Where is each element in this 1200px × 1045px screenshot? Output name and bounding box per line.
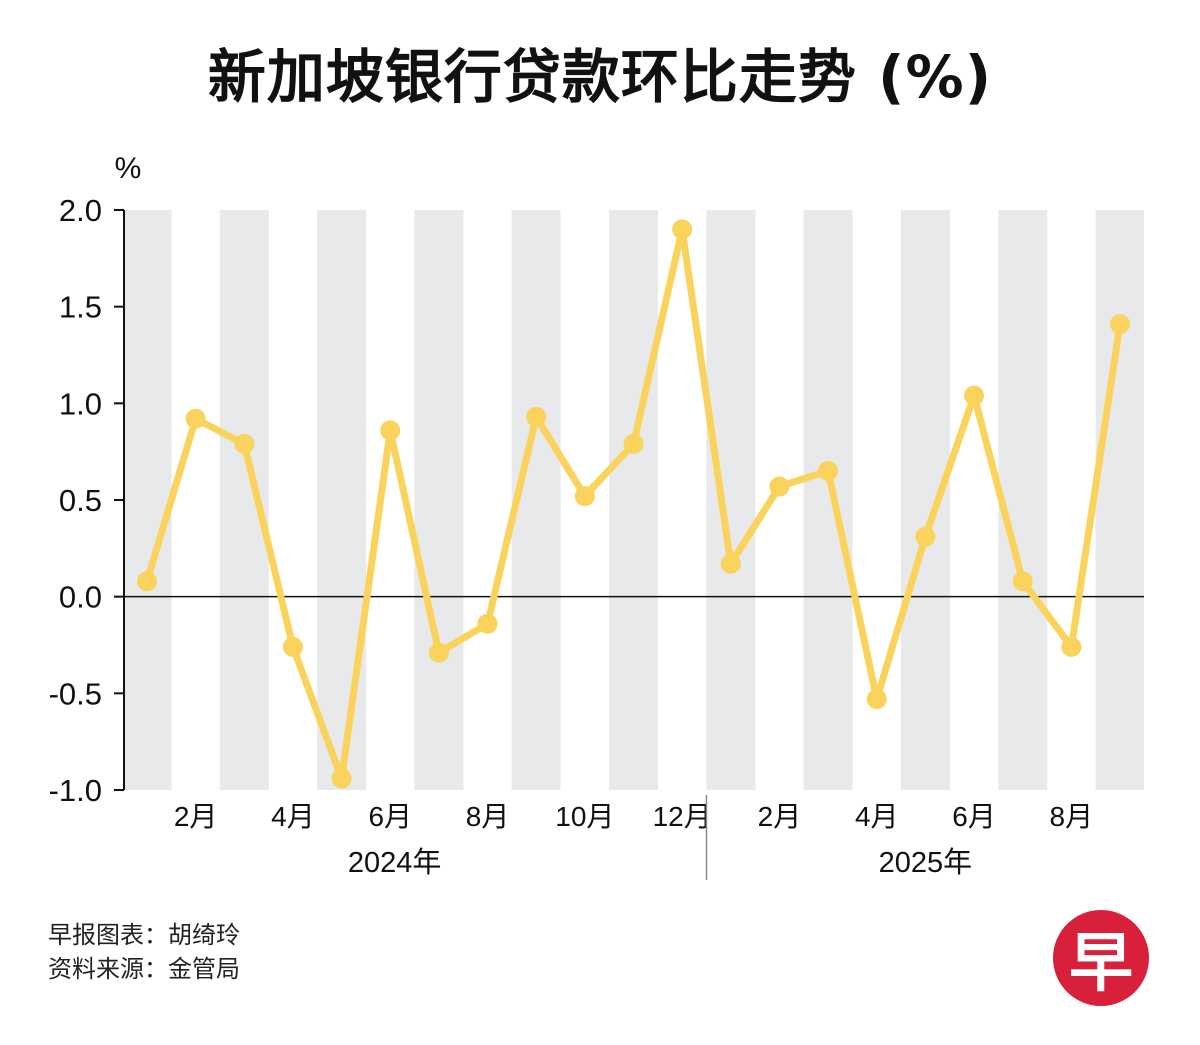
x-tick-label: 6月 — [368, 801, 412, 832]
month-band — [900, 210, 950, 790]
credits: 早报图表：胡绮玲 资料来源：金管局 — [48, 918, 240, 986]
data-point — [331, 768, 352, 789]
x-tick-label: 12月 — [653, 801, 712, 832]
month-bands — [124, 210, 1144, 790]
y-tick-label: 2.0 — [59, 193, 102, 228]
x-tick-label: 4月 — [271, 801, 315, 832]
data-point — [282, 636, 303, 657]
data-point — [477, 613, 498, 634]
y-axis-unit: % — [115, 152, 142, 185]
x-tick-label: 4月 — [855, 801, 899, 832]
line-chart: %2.01.51.00.50.0-0.5-1.0 2月 4月 6月 8月 10月 12月 2… — [49, 152, 1144, 880]
chart-title: 新加坡银行贷款环比走势 (%) — [207, 43, 993, 111]
year-label: 2025年 — [879, 846, 973, 879]
data-point — [428, 642, 449, 663]
data-point — [1110, 314, 1130, 335]
x-tick-label: 10月 — [555, 801, 614, 832]
data-point — [720, 553, 741, 574]
credit-chart-author: 早报图表：胡绮玲 — [48, 921, 240, 949]
series — [137, 219, 1130, 789]
data-point — [1061, 636, 1082, 657]
month-band — [1095, 210, 1144, 790]
data-point — [769, 476, 790, 497]
y-tick-label: -1.0 — [49, 773, 102, 808]
year-label: 2024年 — [348, 846, 442, 879]
month-band — [219, 210, 269, 790]
x-tick-label: 8月 — [466, 801, 510, 832]
data-point — [526, 406, 547, 427]
month-band — [803, 210, 853, 790]
month-band — [317, 210, 367, 790]
month-band — [414, 210, 464, 790]
y-tick-label: 1.5 — [59, 290, 102, 325]
data-point — [1012, 571, 1033, 592]
month-band — [124, 210, 172, 790]
data-point — [623, 433, 644, 454]
x-tick-label: 2月 — [758, 801, 802, 832]
zaobao-logo: 早 — [1053, 910, 1149, 1006]
data-point — [380, 420, 401, 441]
data-point — [866, 689, 887, 710]
data-point — [672, 219, 693, 240]
x-tick-label: 6月 — [952, 801, 996, 832]
credit-source: 资料来源：金管局 — [48, 955, 240, 983]
month-band — [998, 210, 1048, 790]
month-band — [609, 210, 658, 790]
data-point — [574, 486, 595, 507]
y-tick-label: 0.5 — [59, 483, 102, 518]
y-tick-label: 0.0 — [59, 580, 102, 615]
x-axis: 2月 4月 6月 8月 10月 12月 2月 4月 6月 8月 2024年 2025年 — [124, 595, 1144, 880]
data-point — [915, 526, 936, 547]
data-point — [185, 408, 206, 429]
data-point — [818, 461, 839, 481]
month-band — [706, 210, 756, 790]
y-tick-label: -0.5 — [49, 676, 102, 711]
data-point — [964, 385, 985, 406]
x-tick-label: 2月 — [174, 801, 218, 832]
data-point — [234, 433, 255, 454]
x-tick-label: 8月 — [1050, 801, 1094, 832]
y-axis: % 2.0 1.5 1.0 0.5 0.0 -0.5 -1.0 — [49, 152, 142, 808]
y-tick-label: 1.0 — [59, 386, 102, 421]
data-point — [137, 571, 157, 592]
